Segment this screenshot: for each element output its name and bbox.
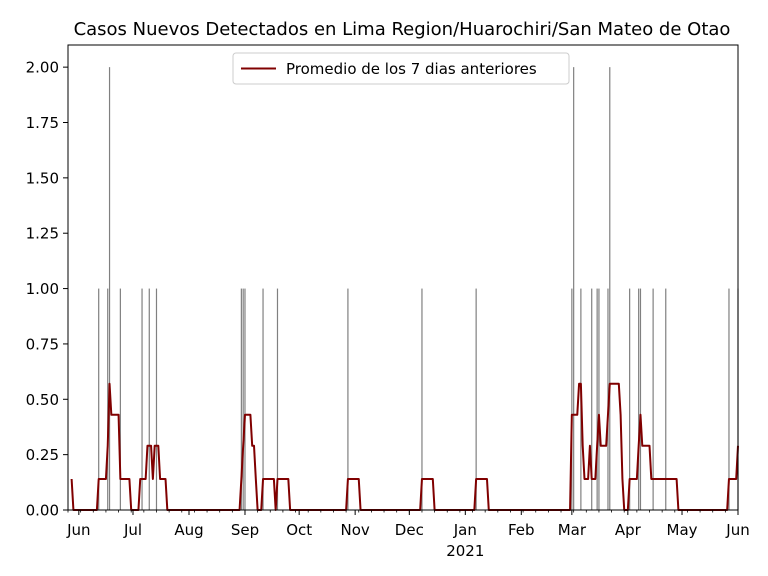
bar xyxy=(728,288,730,510)
x-tick-label: Aug xyxy=(174,521,203,539)
bar xyxy=(629,288,631,510)
bar xyxy=(148,288,150,510)
y-tick-label: 1.00 xyxy=(26,280,59,298)
bar xyxy=(573,67,575,510)
legend-frame xyxy=(232,52,570,85)
bar xyxy=(421,288,423,510)
bar xyxy=(108,67,111,510)
axes: 0.00 0.25 0.50 0.75 1.00 1.25 1.50 1.75 2.00 Jun J… xyxy=(26,44,750,560)
x-tick-label: Feb xyxy=(508,521,535,539)
bar xyxy=(638,288,640,510)
bar xyxy=(639,288,642,510)
x-tick-label: Jul xyxy=(123,521,142,539)
y-tick-label: 0.00 xyxy=(26,502,59,520)
x-year-label: 2021 xyxy=(446,542,484,560)
legend-label: Promedio de los 7 dias anteriores xyxy=(286,60,537,78)
x-tick-label: Oct xyxy=(286,521,312,539)
bar xyxy=(475,288,477,510)
x-tick-label: Jan xyxy=(453,521,477,539)
x-tick-label: Apr xyxy=(615,521,642,539)
y-tick-label: 0.75 xyxy=(26,335,59,353)
y-tick-label: 1.25 xyxy=(26,225,59,243)
y-tick-label: 2.00 xyxy=(26,59,59,77)
x-tick-label: Sep xyxy=(231,521,259,539)
x-tick-label: Nov xyxy=(341,521,370,539)
legend: Promedio de los 7 dias anteriores xyxy=(232,52,570,85)
bar xyxy=(652,288,654,510)
plot-frame xyxy=(67,44,739,511)
x-tick-label: Mar xyxy=(558,521,587,539)
bar xyxy=(242,288,244,510)
bar xyxy=(591,288,593,510)
y-tick-label: 1.50 xyxy=(26,169,59,187)
bar xyxy=(596,288,598,510)
bar xyxy=(665,288,667,510)
y-tick-label: 0.50 xyxy=(26,391,59,409)
bar xyxy=(155,288,158,510)
y-tick-label: 1.75 xyxy=(26,114,59,132)
bar xyxy=(262,288,264,510)
bar xyxy=(141,288,143,510)
bar xyxy=(571,288,573,510)
bar xyxy=(240,288,242,510)
x-tick-label: Dec xyxy=(395,521,424,539)
bar xyxy=(244,288,246,510)
x-tick-label: Jun xyxy=(66,521,90,539)
bar xyxy=(609,67,611,510)
x-tick-label: Jun xyxy=(725,521,749,539)
x-tick-label: May xyxy=(667,521,698,539)
chart-title: Casos Nuevos Detectados en Lima Region/H… xyxy=(74,19,731,40)
bar xyxy=(347,288,349,510)
y-tick-label: 0.25 xyxy=(26,446,59,464)
bar xyxy=(276,288,279,510)
bar xyxy=(98,288,100,510)
bar xyxy=(107,288,109,510)
bar xyxy=(119,288,121,510)
bar xyxy=(598,288,600,510)
